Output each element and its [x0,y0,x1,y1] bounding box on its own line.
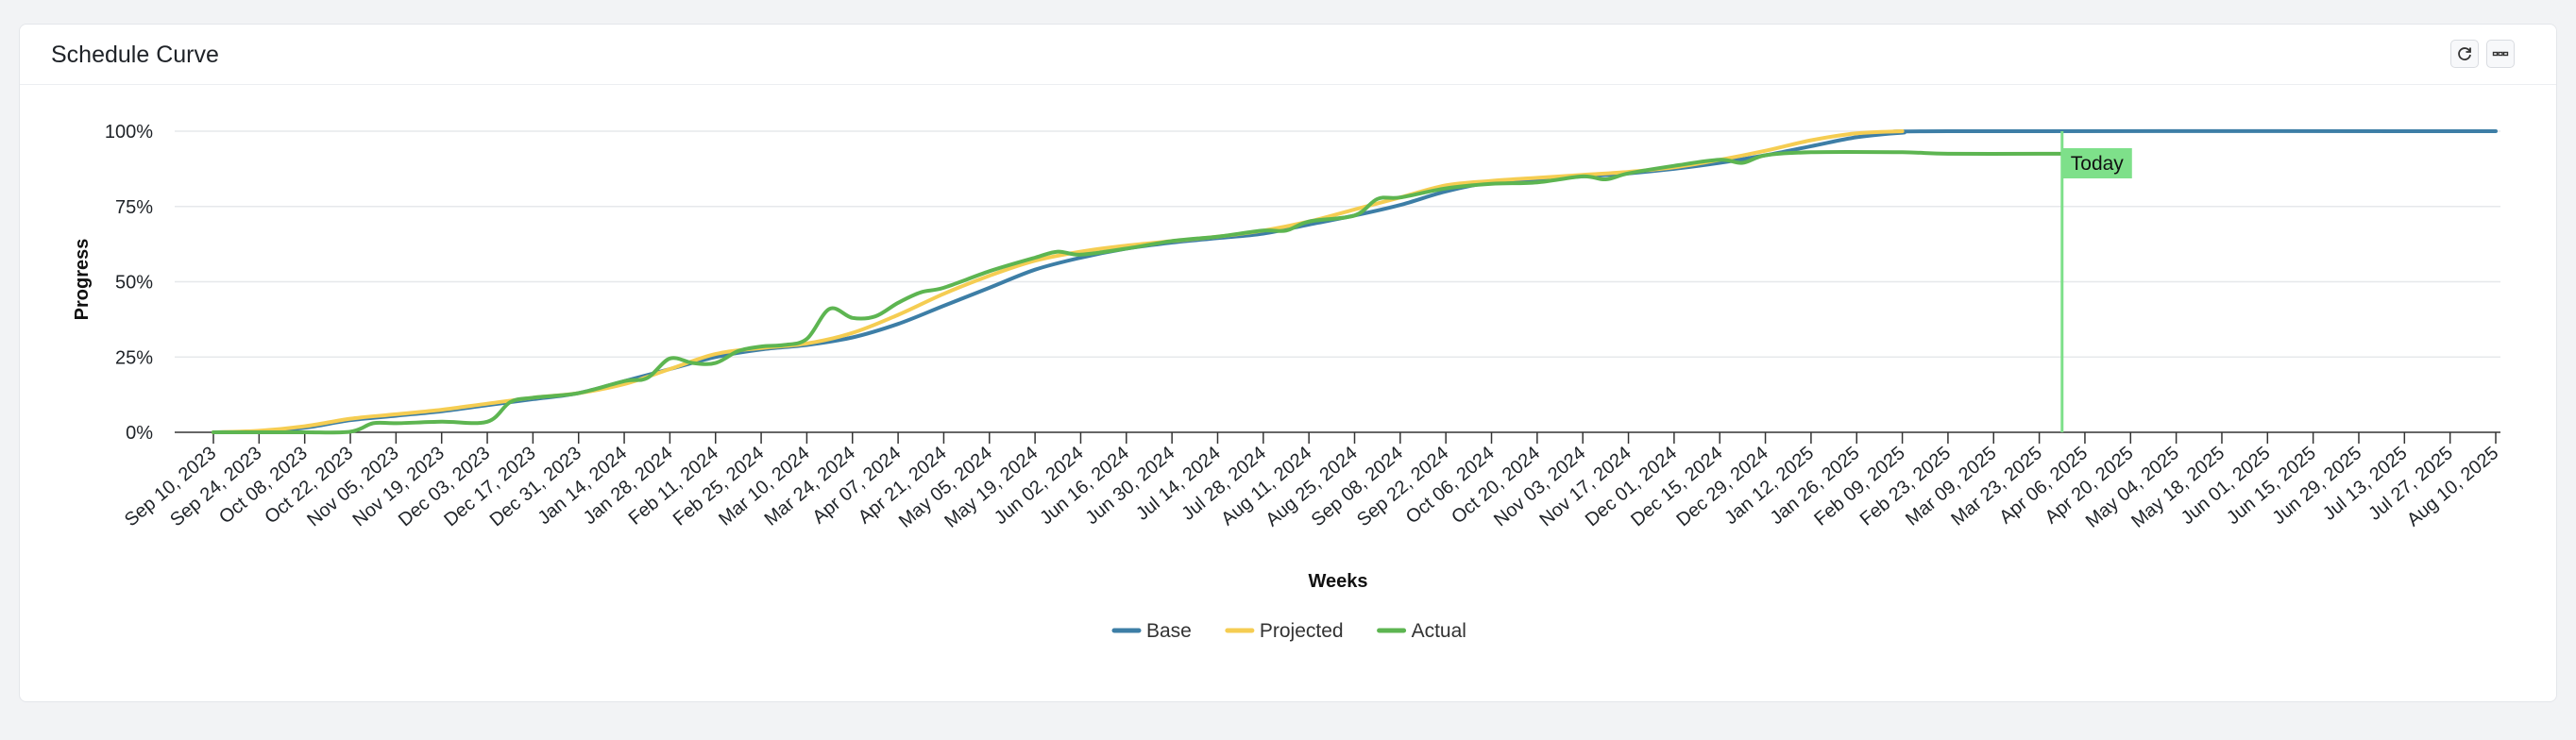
today-label-box [2062,148,2132,178]
card-title: Schedule Curve [51,42,219,68]
legend-item-projected: Projected [1225,620,1344,642]
y-tick-label: 100% [105,122,153,143]
refresh-button[interactable] [2450,40,2479,68]
legend-item-base: Base [1111,620,1192,642]
grid-lines [175,130,2500,358]
x-axis-title: Weeks [1308,571,1367,592]
series-line-actual [212,150,2064,435]
series-line-projected [212,129,1905,434]
legend-label: Actual [1412,620,1466,642]
y-axis: 0% 25% 50% 75% 100% [105,122,153,444]
y-tick-label: 75% [115,197,153,218]
annotations: Today [2060,131,2132,432]
more-icon [2492,45,2509,62]
legend-label: Base [1146,620,1192,642]
today-label: Today [2071,153,2125,175]
schedule-curve-card: Schedule Curve [19,24,2557,702]
legend: Base Projected Actual [1111,620,1466,642]
series-lines [212,128,2498,435]
more-options-button[interactable] [2486,40,2515,68]
legend-label: Projected [1260,620,1344,642]
y-tick-label: 25% [115,347,153,368]
legend-item-actual: Actual [1377,620,1466,642]
refresh-icon [2456,45,2473,62]
card-header: Schedule Curve [20,25,2556,85]
y-axis-title: Progress [72,239,93,321]
y-tick-label: 50% [115,273,153,294]
y-tick-label: 0% [126,423,153,444]
